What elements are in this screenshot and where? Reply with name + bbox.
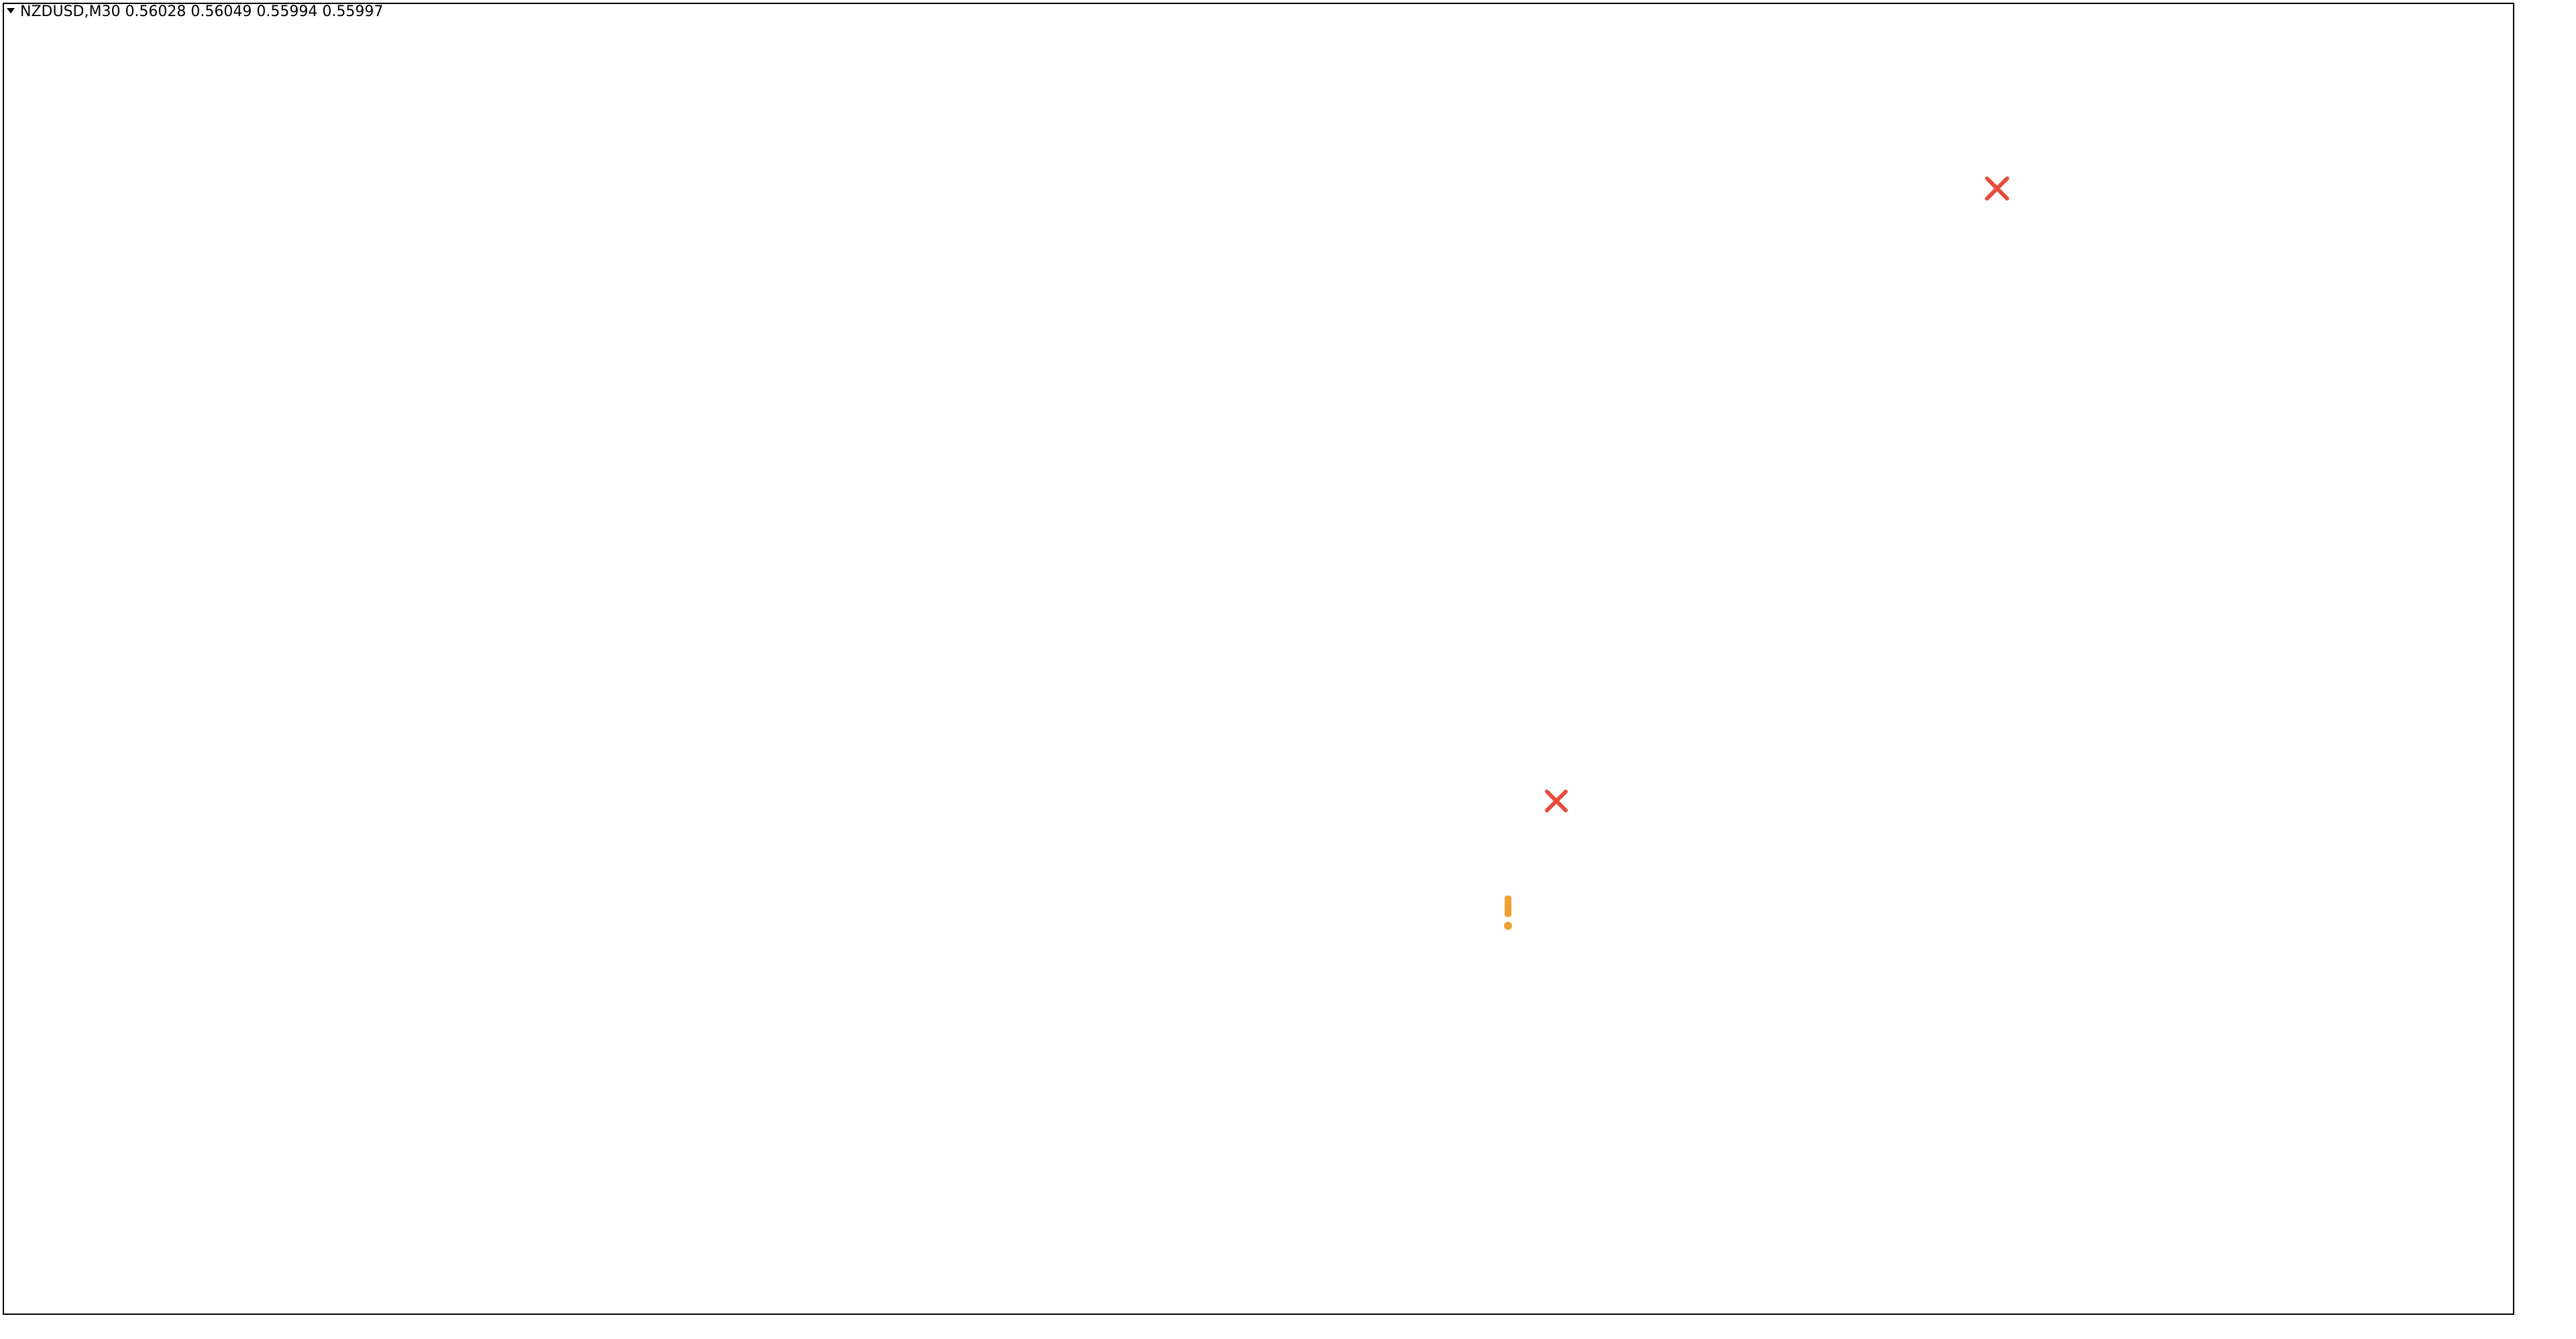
chart-title: NZDUSD,M30 0.56028 0.56049 0.55994 0.559…	[20, 3, 383, 20]
cross-marker	[1545, 790, 1568, 812]
menu-arrow[interactable]	[7, 8, 15, 13]
cross-marker	[1985, 176, 2009, 201]
plot-frame	[3, 3, 2514, 1315]
alert-marker	[1504, 896, 1512, 930]
